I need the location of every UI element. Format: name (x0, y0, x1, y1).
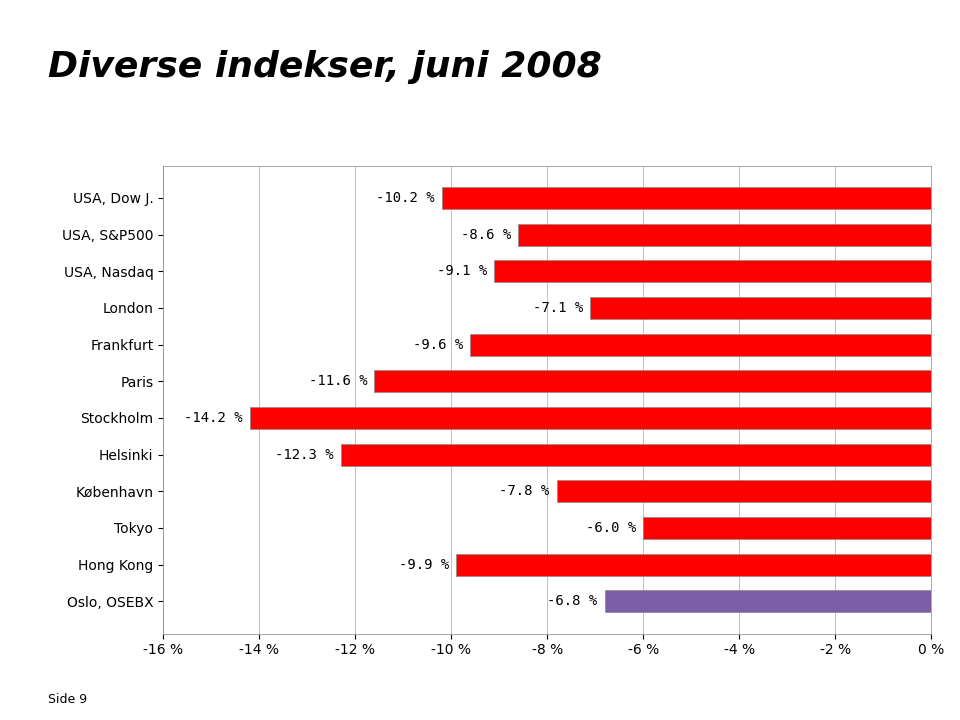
Text: -9.1 %: -9.1 % (437, 264, 487, 278)
Text: Diverse indekser, juni 2008: Diverse indekser, juni 2008 (48, 50, 602, 84)
Bar (442, 187, 931, 209)
Bar (341, 444, 931, 466)
Bar (456, 554, 931, 576)
Bar (250, 407, 931, 429)
Bar (605, 590, 931, 612)
Bar (470, 333, 931, 356)
Text: Side 9: Side 9 (48, 693, 87, 706)
Text: -9.9 %: -9.9 % (398, 558, 448, 572)
Text: -11.6 %: -11.6 % (308, 374, 368, 388)
Text: -6.8 %: -6.8 % (547, 594, 597, 608)
Bar (518, 223, 931, 246)
Text: -7.8 %: -7.8 % (499, 485, 549, 498)
Text: -10.2 %: -10.2 % (375, 191, 434, 205)
Bar (557, 480, 931, 503)
Text: -9.6 %: -9.6 % (413, 338, 463, 351)
Text: -7.1 %: -7.1 % (533, 301, 584, 315)
Text: -14.2 %: -14.2 % (183, 411, 243, 425)
Text: -6.0 %: -6.0 % (586, 521, 636, 535)
Text: -12.3 %: -12.3 % (275, 448, 334, 462)
Bar (374, 370, 931, 392)
Text: -8.6 %: -8.6 % (461, 228, 511, 241)
Bar (643, 517, 931, 539)
Bar (590, 297, 931, 319)
Bar (494, 260, 931, 282)
